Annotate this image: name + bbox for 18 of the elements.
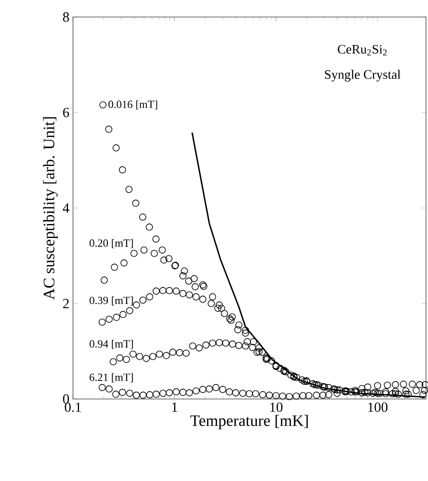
text: CeRu$_{2}$Si$_{2}$ [338,44,387,56]
x-tick-label: 0.1 [64,402,81,412]
series-label: 0.016 [mT] [108,100,158,110]
series-label: 6.21 [mT] [90,373,133,382]
y-tick-label: 4 [62,203,70,213]
y-tick-label: 0 [63,394,69,404]
y-tick-label: 6 [63,108,70,118]
y-tick-label: 2 [63,298,69,308]
series-label: 0.94 [mT] [90,340,133,349]
y-tick-label: 8 [63,12,69,22]
x-axis-title: Temperature [mK] [190,414,308,430]
x-tick-label: 100 [368,402,388,412]
x-tick-label: 10 [270,402,282,412]
y-axis-title: AC susceptibility [arb. Unit] [43,117,58,300]
text: Syngle Crystal [325,70,401,82]
x-tick-label: 1 [172,402,178,412]
series-label: 0.20 [mT] [90,239,133,248]
series-label: 0.39 [mT] [90,296,133,306]
